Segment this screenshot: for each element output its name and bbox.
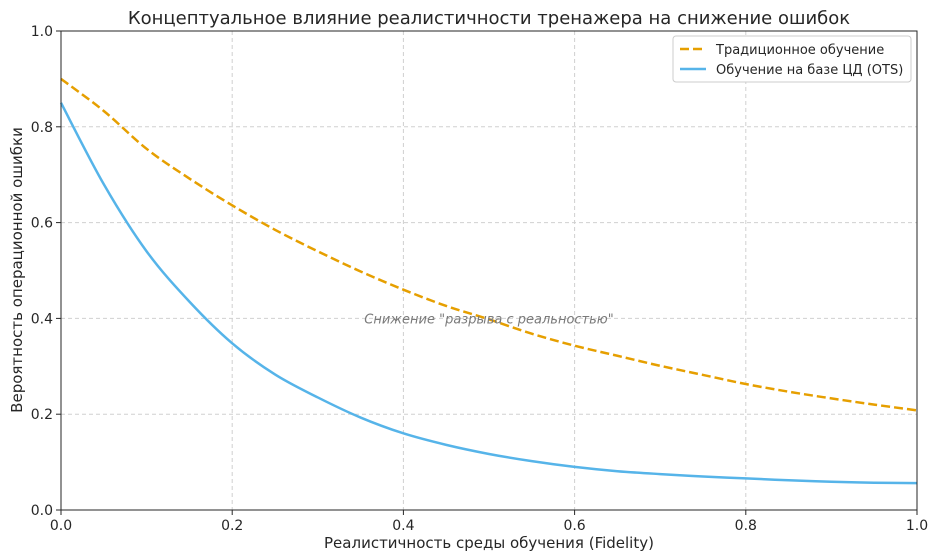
x-tick-label: 0.2 xyxy=(221,518,243,534)
y-tick-label: 0.4 xyxy=(31,311,53,327)
y-axis-label: Вероятность операционной ошибки xyxy=(8,127,26,413)
legend-box xyxy=(672,35,912,83)
legend-label-traditional: Традиционное обучение xyxy=(715,43,884,58)
legend: Традиционное обучение Обучение на базе Ц… xyxy=(672,35,912,83)
x-tick-label: 0.6 xyxy=(563,518,585,534)
plot-frame xyxy=(60,30,918,511)
chart-annotation: Снижение "разрыва с реальностью" xyxy=(364,312,613,327)
x-axis-label: Реалистичность среды обучения (Fidelity) xyxy=(324,534,654,552)
y-tick-label: 1.0 xyxy=(31,24,53,40)
x-axis-ticks: 0.0 0.2 0.4 0.6 0.8 1.0 xyxy=(50,510,928,534)
series-layer xyxy=(59,77,918,485)
y-tick-label: 0.0 xyxy=(31,503,53,519)
y-axis-ticks: 0.0 0.2 0.4 0.6 0.8 1.0 xyxy=(31,24,61,519)
y-tick-label: 0.2 xyxy=(31,407,53,423)
series-line-traditional xyxy=(60,77,918,412)
series-line-ots xyxy=(59,102,918,485)
y-tick-label: 0.6 xyxy=(31,216,53,232)
grid xyxy=(60,30,918,511)
x-tick-label: 1.0 xyxy=(906,518,928,534)
chart-title: Концептуальное влияние реалистичности тр… xyxy=(128,8,850,29)
y-tick-label: 0.8 xyxy=(31,120,53,136)
x-tick-label: 0.4 xyxy=(392,518,414,534)
x-tick-label: 0.8 xyxy=(735,518,757,534)
legend-label-ots: Обучение на базе ЦД (OTS) xyxy=(716,63,903,78)
x-tick-label: 0.0 xyxy=(50,518,72,534)
